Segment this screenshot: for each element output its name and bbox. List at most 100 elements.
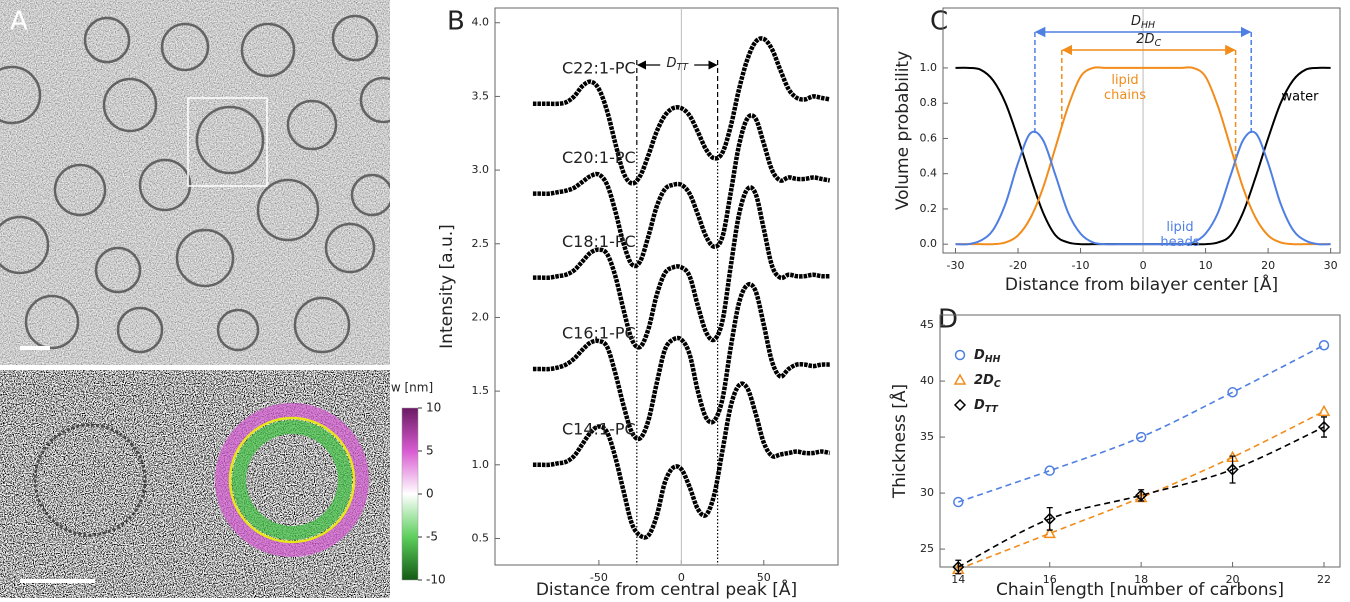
- colorbar-label: w [nm]: [391, 381, 433, 395]
- series-line: [532, 281, 830, 442]
- error-bar: [1321, 416, 1327, 438]
- y-tick-label: 3.5: [472, 89, 490, 102]
- fit-line: [957, 410, 1325, 570]
- legend-label: DHH: [974, 348, 1001, 365]
- data-point: [952, 560, 965, 574]
- y-tick-label: 35: [920, 430, 934, 443]
- micrograph-bottom: [0, 370, 390, 598]
- series-label: lipid chains: [1104, 73, 1146, 103]
- x-tick-label: 20: [1226, 573, 1240, 586]
- series-line: [532, 381, 831, 540]
- y-tick-label: 2.0: [472, 310, 490, 323]
- micrograph-top: [0, 0, 390, 365]
- colorbar-tick-label: 5: [426, 444, 434, 458]
- panel-letter: C: [930, 7, 948, 37]
- x-tick-label: 10: [1199, 259, 1213, 272]
- annotation: DTT: [667, 56, 690, 73]
- x-tick-label: 14: [951, 573, 965, 586]
- y-tick-label: 2.5: [472, 237, 490, 250]
- x-tick-label: 22: [1317, 573, 1331, 586]
- plot-frame: [494, 7, 839, 566]
- x-tick-label: 20: [1261, 259, 1275, 272]
- x-tick-label: -10: [1072, 259, 1090, 272]
- series-line: [955, 66, 1331, 246]
- colorbar-tick-label: 0: [426, 487, 434, 501]
- legend-marker: [953, 373, 967, 385]
- x-tick-label: 50: [757, 571, 771, 584]
- data-point: [1044, 465, 1055, 476]
- fit-line: [957, 426, 1325, 568]
- y-tick-label: 3.0: [472, 163, 490, 176]
- series-label: water: [1281, 89, 1319, 105]
- y-tick-label: 0.8: [920, 96, 938, 109]
- data-point: [1227, 387, 1238, 398]
- y-tick-label: 45: [920, 318, 934, 331]
- plot-frame: [939, 314, 1341, 568]
- colorbar-tick-label: 10: [426, 401, 441, 415]
- data-point: [1226, 463, 1239, 476]
- x-tick-label: -50: [590, 571, 608, 584]
- legend-marker: [953, 398, 967, 412]
- y-tick-label: 0.6: [920, 131, 938, 144]
- legend-label: 2DC: [974, 373, 1001, 390]
- y-tick-label: 30: [920, 486, 934, 499]
- y-axis-label: Volume probability: [893, 51, 913, 210]
- x-axis-label: Distance from central peak [Å]: [536, 578, 797, 600]
- y-axis-label: Thickness [Å]: [888, 384, 910, 499]
- y-tick-label: 0.2: [920, 202, 938, 215]
- series-label: C22:1-PC: [562, 58, 636, 77]
- x-axis-label: Chain length [number of carbons]: [996, 580, 1284, 600]
- y-tick-label: 0.5: [472, 531, 490, 544]
- y-tick-label: 1.0: [920, 61, 938, 74]
- plot-frame: [942, 7, 1341, 254]
- error-bar: [1229, 455, 1236, 484]
- span-label: 2DC: [1136, 32, 1161, 49]
- x-tick-label: 0: [1140, 259, 1147, 272]
- x-tick-label: 30: [1324, 259, 1338, 272]
- y-tick-label: 1.5: [472, 384, 490, 397]
- y-axis-label: Intensity [a.u.]: [437, 224, 457, 349]
- x-tick-label: 18: [1134, 573, 1148, 586]
- panel-letter: B: [447, 7, 465, 37]
- series-line: [532, 113, 831, 269]
- y-tick-label: 4.0: [472, 16, 490, 29]
- span-label: DHH: [1131, 14, 1155, 31]
- series-label: C16:1-PC: [562, 324, 636, 343]
- data-point: [1135, 489, 1148, 502]
- data-point: [1043, 512, 1056, 525]
- legend-label: DTT: [974, 398, 998, 415]
- y-tick-label: 0.0: [920, 237, 938, 250]
- y-tick-label: 40: [920, 374, 934, 387]
- series-label: C14:1-PC: [562, 419, 636, 438]
- error-bar: [1046, 506, 1053, 531]
- panel-letter: D: [938, 305, 958, 335]
- y-tick-label: 0.4: [920, 167, 938, 180]
- data-point: [1318, 339, 1330, 351]
- series-label: C20:1-PC: [562, 148, 636, 167]
- x-tick-label: 16: [1043, 573, 1057, 586]
- series-line: [532, 36, 831, 186]
- data-point: [953, 496, 964, 508]
- y-tick-label: 1.0: [472, 458, 490, 471]
- x-axis-label: Distance from bilayer center [Å]: [1005, 273, 1278, 295]
- data-point: [1317, 420, 1331, 434]
- x-tick-label: -30: [947, 259, 965, 272]
- fit-line: [958, 344, 1325, 503]
- colorbar-tick-label: -5: [426, 530, 438, 544]
- colorbar: [401, 407, 419, 581]
- data-point: [1135, 431, 1147, 443]
- series-label: C18:1-PC: [562, 232, 636, 251]
- x-tick-label: -20: [1009, 259, 1027, 272]
- series-line: [532, 185, 830, 350]
- legend-marker: [954, 349, 966, 361]
- panel-letter: A: [10, 7, 28, 37]
- series-line: [955, 130, 1331, 246]
- x-tick-label: 0: [678, 571, 685, 584]
- data-point: [1317, 404, 1331, 417]
- colorbar-tick-label: -10: [426, 573, 446, 587]
- series-label: lipid heads: [1160, 220, 1200, 250]
- y-tick-label: 25: [920, 542, 934, 555]
- data-point: [1043, 526, 1056, 539]
